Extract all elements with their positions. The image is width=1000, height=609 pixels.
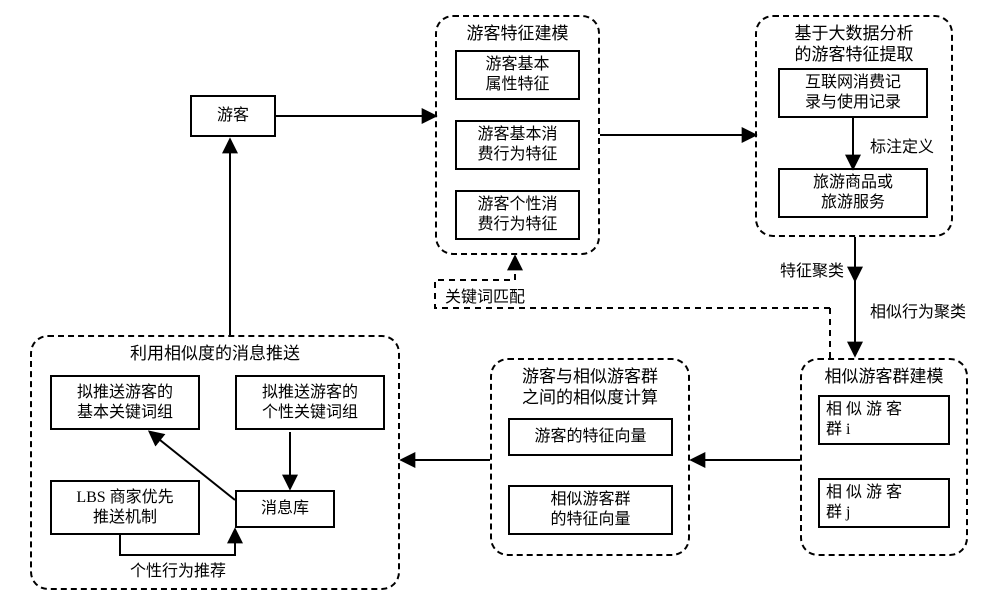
- node-lbs-label: LBS 商家优先 推送机制: [76, 488, 173, 528]
- node-pers-consume: 游客个性消 费行为特征: [455, 190, 580, 240]
- node-internet-record-label: 互联网消费记 录与使用记录: [805, 73, 901, 113]
- node-cluster-i-label: 相 似 游 客 群 i: [826, 400, 902, 440]
- node-tourist-label: 游客: [217, 106, 249, 126]
- diagram-canvas: 游客 游客特征建模 游客基本 属性特征 游客基本消 费行为特征 游客个性消 费行…: [0, 0, 1000, 609]
- node-tourist-vector: 游客的特征向量: [508, 418, 673, 456]
- group-msg-push-title: 利用相似度的消息推送: [32, 343, 398, 364]
- label-pers-behavior: 个性行为推荐: [130, 557, 226, 581]
- node-tourist: 游客: [190, 95, 276, 137]
- label-behavior-cluster: 相似行为聚类: [870, 298, 966, 322]
- node-basic-attr: 游客基本 属性特征: [455, 50, 580, 100]
- node-basic-keywords-label: 拟推送游客的 基本关键词组: [77, 383, 173, 423]
- node-tourist-vector-label: 游客的特征向量: [534, 427, 646, 447]
- node-pers-keywords: 拟推送游客的 个性关键词组: [235, 375, 385, 430]
- node-basic-consume-label: 游客基本消 费行为特征: [477, 125, 557, 165]
- node-group-vector-label: 相似游客群 的特征向量: [550, 490, 630, 530]
- group-similar-cluster-title: 相似游客群建模: [802, 366, 966, 387]
- node-pers-keywords-label: 拟推送游客的 个性关键词组: [262, 383, 358, 423]
- node-tourism-product: 旅游商品或 旅游服务: [778, 168, 928, 218]
- group-feature-extract-title: 基于大数据分析 的游客特征提取: [757, 23, 951, 66]
- node-pers-consume-label: 游客个性消 费行为特征: [477, 195, 557, 235]
- node-msglib: 消息库: [235, 490, 335, 528]
- node-group-vector: 相似游客群 的特征向量: [508, 485, 673, 535]
- group-feature-model-title: 游客特征建模: [437, 23, 598, 44]
- node-internet-record: 互联网消费记 录与使用记录: [778, 68, 928, 118]
- node-msglib-label: 消息库: [261, 499, 309, 519]
- group-msg-push: 利用相似度的消息推送: [30, 335, 400, 590]
- node-cluster-j: 相 似 游 客 群 j: [818, 478, 950, 528]
- node-basic-keywords: 拟推送游客的 基本关键词组: [50, 375, 200, 430]
- label-keyword-match: 关键词匹配: [445, 283, 525, 307]
- node-lbs: LBS 商家优先 推送机制: [50, 480, 200, 535]
- label-annot-def: 标注定义: [870, 133, 934, 157]
- node-tourism-product-label: 旅游商品或 旅游服务: [813, 173, 893, 213]
- node-basic-consume: 游客基本消 费行为特征: [455, 120, 580, 170]
- node-basic-attr-label: 游客基本 属性特征: [485, 55, 549, 95]
- group-similarity-calc-title: 游客与相似游客群 之间的相似度计算: [492, 366, 688, 409]
- node-cluster-j-label: 相 似 游 客 群 j: [826, 483, 902, 523]
- node-cluster-i: 相 似 游 客 群 i: [818, 395, 950, 445]
- label-feature-cluster: 特征聚类: [780, 257, 844, 281]
